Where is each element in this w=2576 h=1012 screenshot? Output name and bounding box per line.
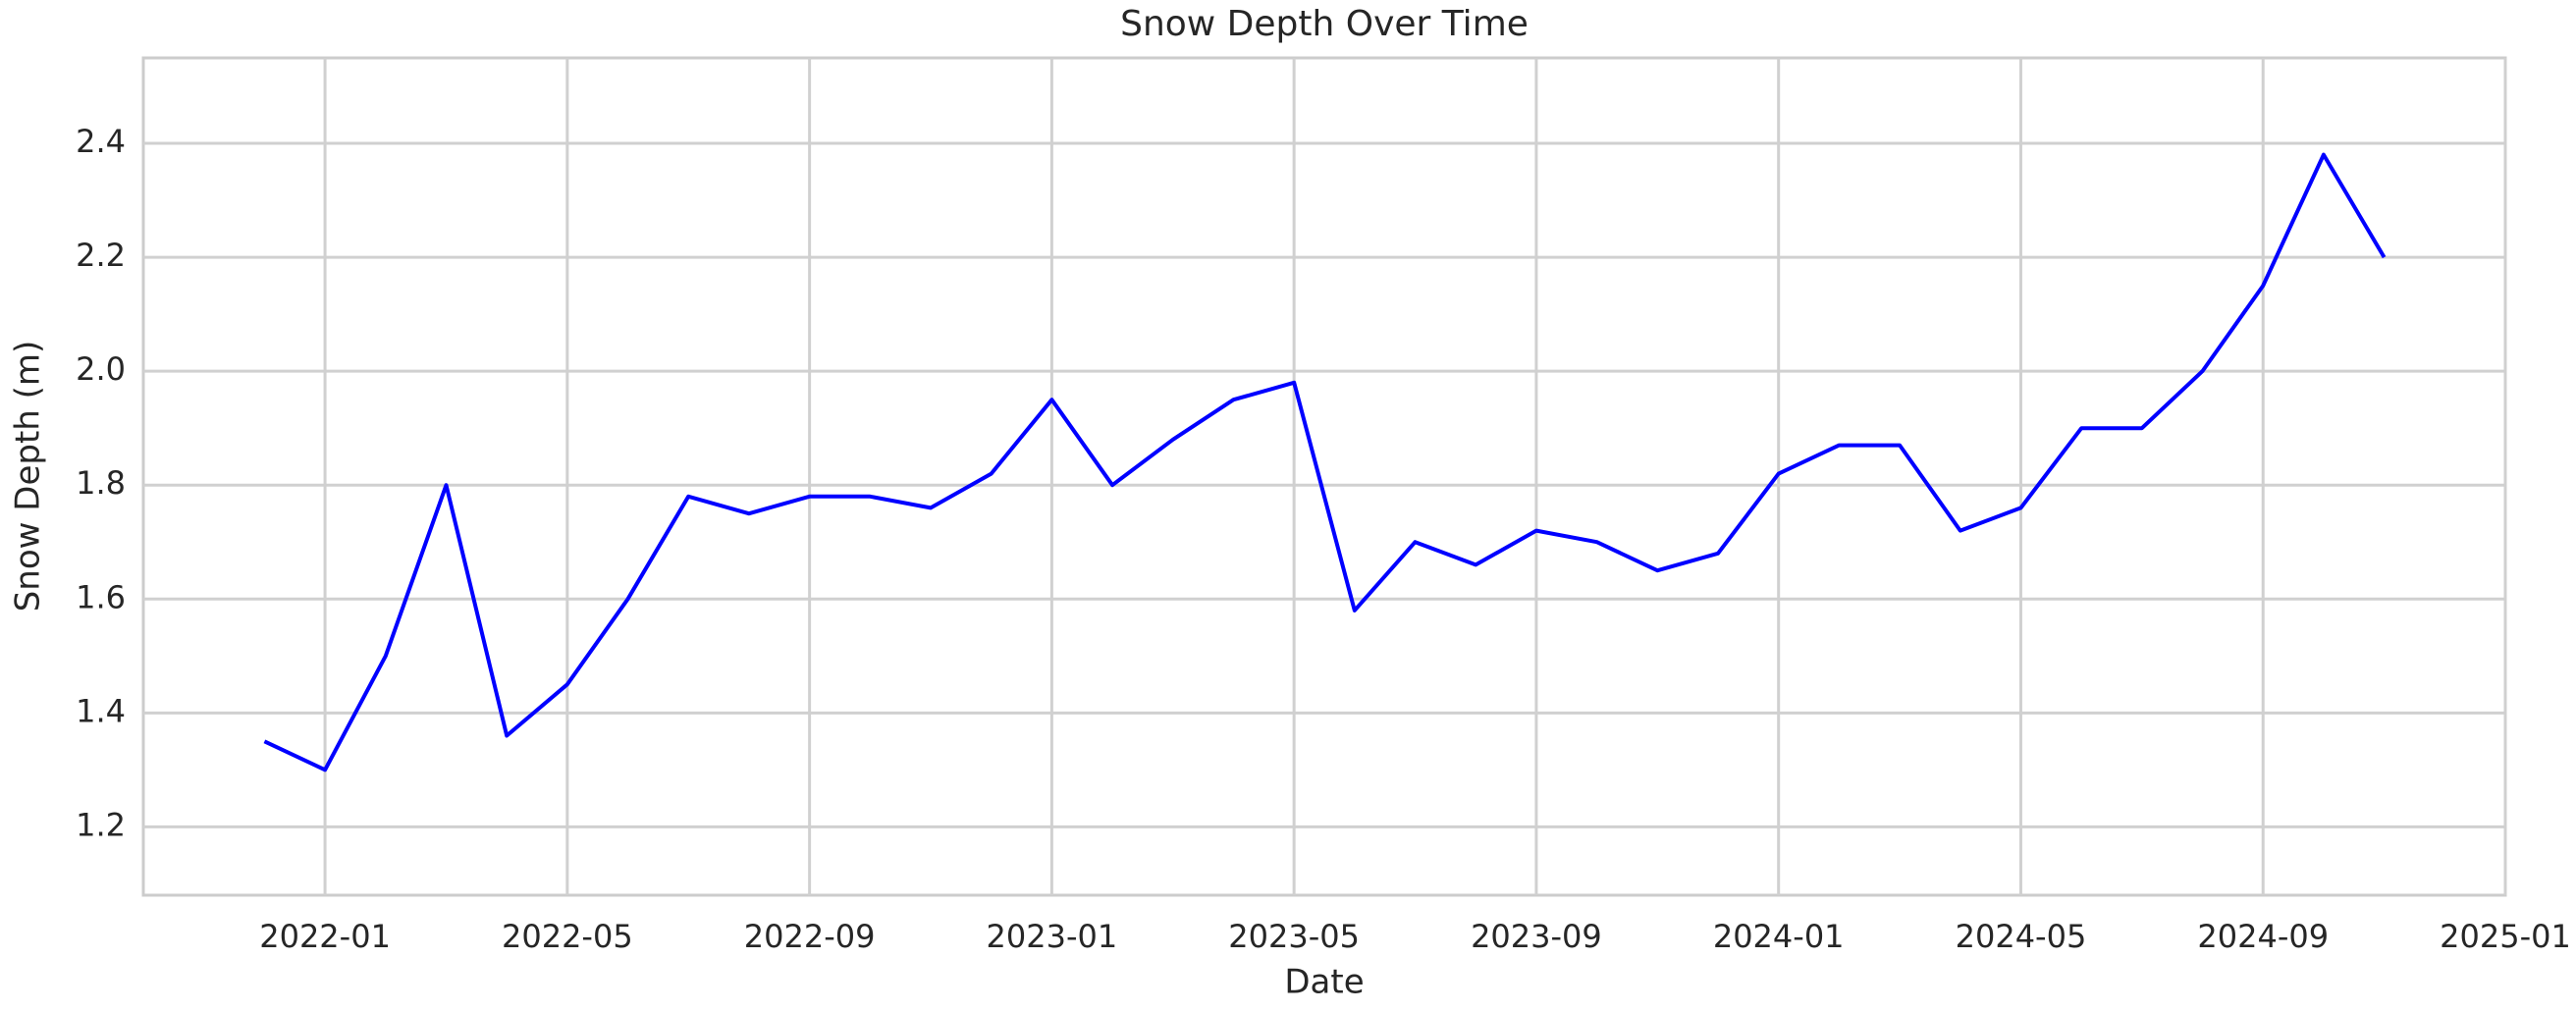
x-tick-label: 2025-01 — [2440, 918, 2571, 955]
x-axis-label: Date — [1284, 963, 1364, 1002]
y-tick-label: 2.2 — [76, 237, 126, 274]
data-line — [263, 152, 2387, 772]
x-tick-label: 2024-05 — [1956, 918, 2087, 955]
x-tick-label: 2023-05 — [1228, 918, 1360, 955]
x-tick-label: 2022-05 — [502, 918, 633, 955]
x-tick-label: 2022-01 — [259, 918, 391, 955]
x-tick-label: 2024-09 — [2197, 918, 2329, 955]
y-tick-label: 2.4 — [76, 123, 126, 160]
y-tick-label: 1.6 — [76, 578, 126, 615]
y-tick-label: 1.8 — [76, 464, 126, 502]
y-tick-label: 2.0 — [76, 350, 126, 388]
chart-title: Snow Depth Over Time — [1120, 4, 1529, 44]
x-tick-label: 2023-09 — [1471, 918, 1602, 955]
y-axis-label: Snow Depth (m) — [9, 341, 48, 613]
plot-frame — [141, 56, 2507, 897]
x-tick-label: 2022-09 — [744, 918, 876, 955]
y-tick-label: 1.4 — [76, 692, 126, 729]
x-tick-label: 2024-01 — [1713, 918, 1845, 955]
y-tick-label: 1.2 — [76, 806, 126, 843]
x-tick-label: 2023-01 — [987, 918, 1118, 955]
